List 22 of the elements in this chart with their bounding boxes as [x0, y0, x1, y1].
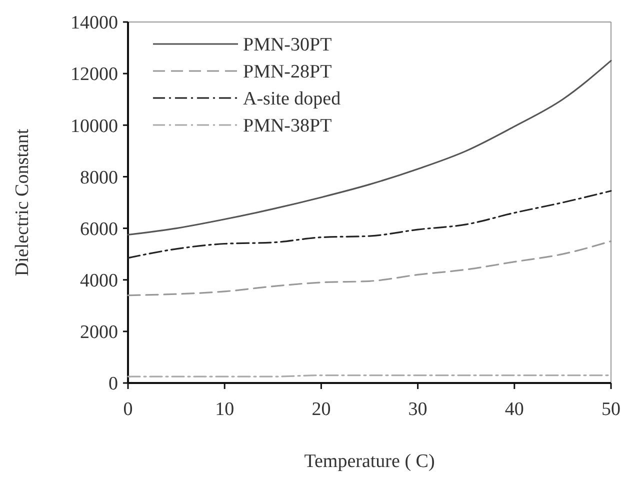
- y-axis-title: Dielectric Constant: [12, 128, 33, 276]
- x-axis-title: Temperature ( C): [304, 451, 435, 472]
- x-tick-label: 20: [312, 399, 331, 420]
- legend-label: A-site doped: [243, 88, 342, 110]
- y-tick-label: 12000: [70, 64, 118, 86]
- line-series: [127, 190, 612, 259]
- x-tick-label: 40: [504, 399, 524, 420]
- y-tick-label: 8000: [80, 167, 118, 188]
- y-tick-label: 2000: [80, 322, 118, 344]
- legend-label: PMN-30PT: [243, 34, 332, 56]
- x-tick-label: 30: [408, 399, 428, 420]
- x-tick-label: 0: [123, 399, 133, 420]
- y-tick-label: 0: [108, 374, 118, 395]
- x-tick-label: 50: [602, 399, 620, 420]
- line-series: [127, 60, 612, 236]
- y-tick-label: 14000: [70, 12, 118, 34]
- y-tick-label: 10000: [70, 116, 118, 137]
- x-tick-label: 10: [215, 399, 234, 420]
- legend-label: PMN-28PT: [243, 62, 332, 83]
- y-tick-label: 4000: [80, 270, 118, 292]
- legend-label: PMN-38PT: [243, 116, 332, 137]
- y-tick-label: 6000: [80, 218, 118, 240]
